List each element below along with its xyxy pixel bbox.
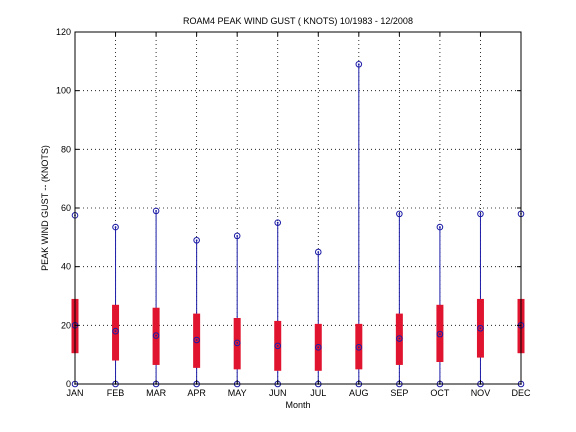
box-plots bbox=[71, 60, 525, 388]
box-jun bbox=[274, 219, 282, 388]
median-marker-dot bbox=[317, 346, 320, 349]
median-marker-dot bbox=[195, 339, 198, 341]
x-tick-label: JAN bbox=[66, 388, 83, 398]
x-tick-label: FEB bbox=[107, 388, 125, 398]
max-marker-dot bbox=[155, 210, 157, 212]
median-marker bbox=[355, 344, 363, 351]
box-apr bbox=[193, 236, 201, 388]
y-tick-label: 60 bbox=[61, 203, 71, 213]
x-tick-label: MAY bbox=[228, 388, 247, 398]
median-marker bbox=[396, 335, 403, 342]
box-feb bbox=[112, 223, 120, 388]
max-marker-dot bbox=[317, 251, 320, 253]
box-jul bbox=[314, 248, 322, 388]
max-marker bbox=[355, 60, 363, 68]
max-marker bbox=[436, 223, 444, 231]
x-tick-label: NOV bbox=[471, 388, 491, 398]
max-marker bbox=[274, 219, 282, 226]
x-tick-label: AUG bbox=[349, 388, 369, 398]
x-axis-label: Month bbox=[285, 400, 310, 410]
max-marker bbox=[193, 236, 200, 244]
box-may bbox=[233, 232, 241, 388]
max-marker-dot bbox=[276, 221, 279, 224]
x-tick-label: SEP bbox=[390, 388, 408, 398]
max-marker bbox=[233, 232, 241, 240]
x-tick-label: DEC bbox=[511, 388, 531, 398]
max-marker-dot bbox=[236, 234, 239, 237]
median-marker bbox=[233, 339, 241, 347]
max-marker-dot bbox=[357, 63, 360, 66]
box-nov bbox=[476, 210, 484, 388]
median-marker bbox=[152, 332, 160, 339]
max-marker-dot bbox=[195, 239, 198, 242]
x-tick-label: APR bbox=[187, 388, 206, 398]
max-marker-dot bbox=[398, 212, 401, 215]
max-marker bbox=[152, 207, 160, 215]
median-marker-dot bbox=[439, 333, 441, 336]
median-marker-dot bbox=[155, 334, 157, 337]
y-tick-label: 20 bbox=[61, 320, 71, 330]
box-sep bbox=[395, 210, 403, 388]
x-tick-label: JUL bbox=[310, 388, 326, 398]
median-marker-dot bbox=[114, 330, 117, 333]
y-axis-label: PEAK WIND GUST -- (KNOTS) bbox=[40, 145, 50, 271]
max-marker bbox=[112, 223, 119, 231]
median-marker bbox=[274, 342, 282, 350]
chart-title: ROAM4 PEAK WIND GUST ( KNOTS) 10/1983 - … bbox=[183, 16, 413, 26]
axis-ticks: 0 20 40 60 80 100 120 JAN FEB MAR APR MAY JUN JUL AUG S… bbox=[56, 27, 531, 398]
median-marker-dot bbox=[398, 337, 401, 340]
box bbox=[112, 304, 120, 361]
y-tick-label: 0 bbox=[66, 379, 71, 389]
median-marker-dot bbox=[276, 344, 279, 347]
median-marker-dot bbox=[479, 327, 482, 330]
median-marker bbox=[436, 330, 444, 338]
median-marker bbox=[112, 327, 119, 335]
box-mar bbox=[152, 207, 160, 388]
max-marker bbox=[396, 210, 403, 218]
plot-frame bbox=[74, 31, 522, 385]
x-tick-label: MAR bbox=[146, 388, 167, 398]
y-tick-label: 40 bbox=[61, 262, 71, 272]
max-marker-dot bbox=[114, 226, 117, 228]
max-marker-dot bbox=[479, 212, 482, 215]
box-oct bbox=[436, 223, 444, 388]
grid bbox=[75, 32, 521, 384]
median-marker bbox=[314, 344, 322, 351]
max-marker bbox=[477, 210, 484, 218]
median-marker bbox=[477, 324, 484, 332]
median-marker bbox=[193, 336, 200, 344]
y-tick-label: 80 bbox=[61, 144, 71, 154]
median-marker-dot bbox=[236, 342, 239, 344]
y-tick-label: 120 bbox=[56, 27, 71, 37]
y-tick-label: 100 bbox=[56, 86, 71, 96]
x-tick-label: JUN bbox=[269, 388, 287, 398]
max-marker-dot bbox=[439, 226, 441, 228]
max-marker bbox=[314, 248, 322, 256]
box-aug bbox=[355, 60, 363, 388]
median-marker-dot bbox=[357, 346, 360, 349]
x-tick-label: OCT bbox=[430, 388, 450, 398]
